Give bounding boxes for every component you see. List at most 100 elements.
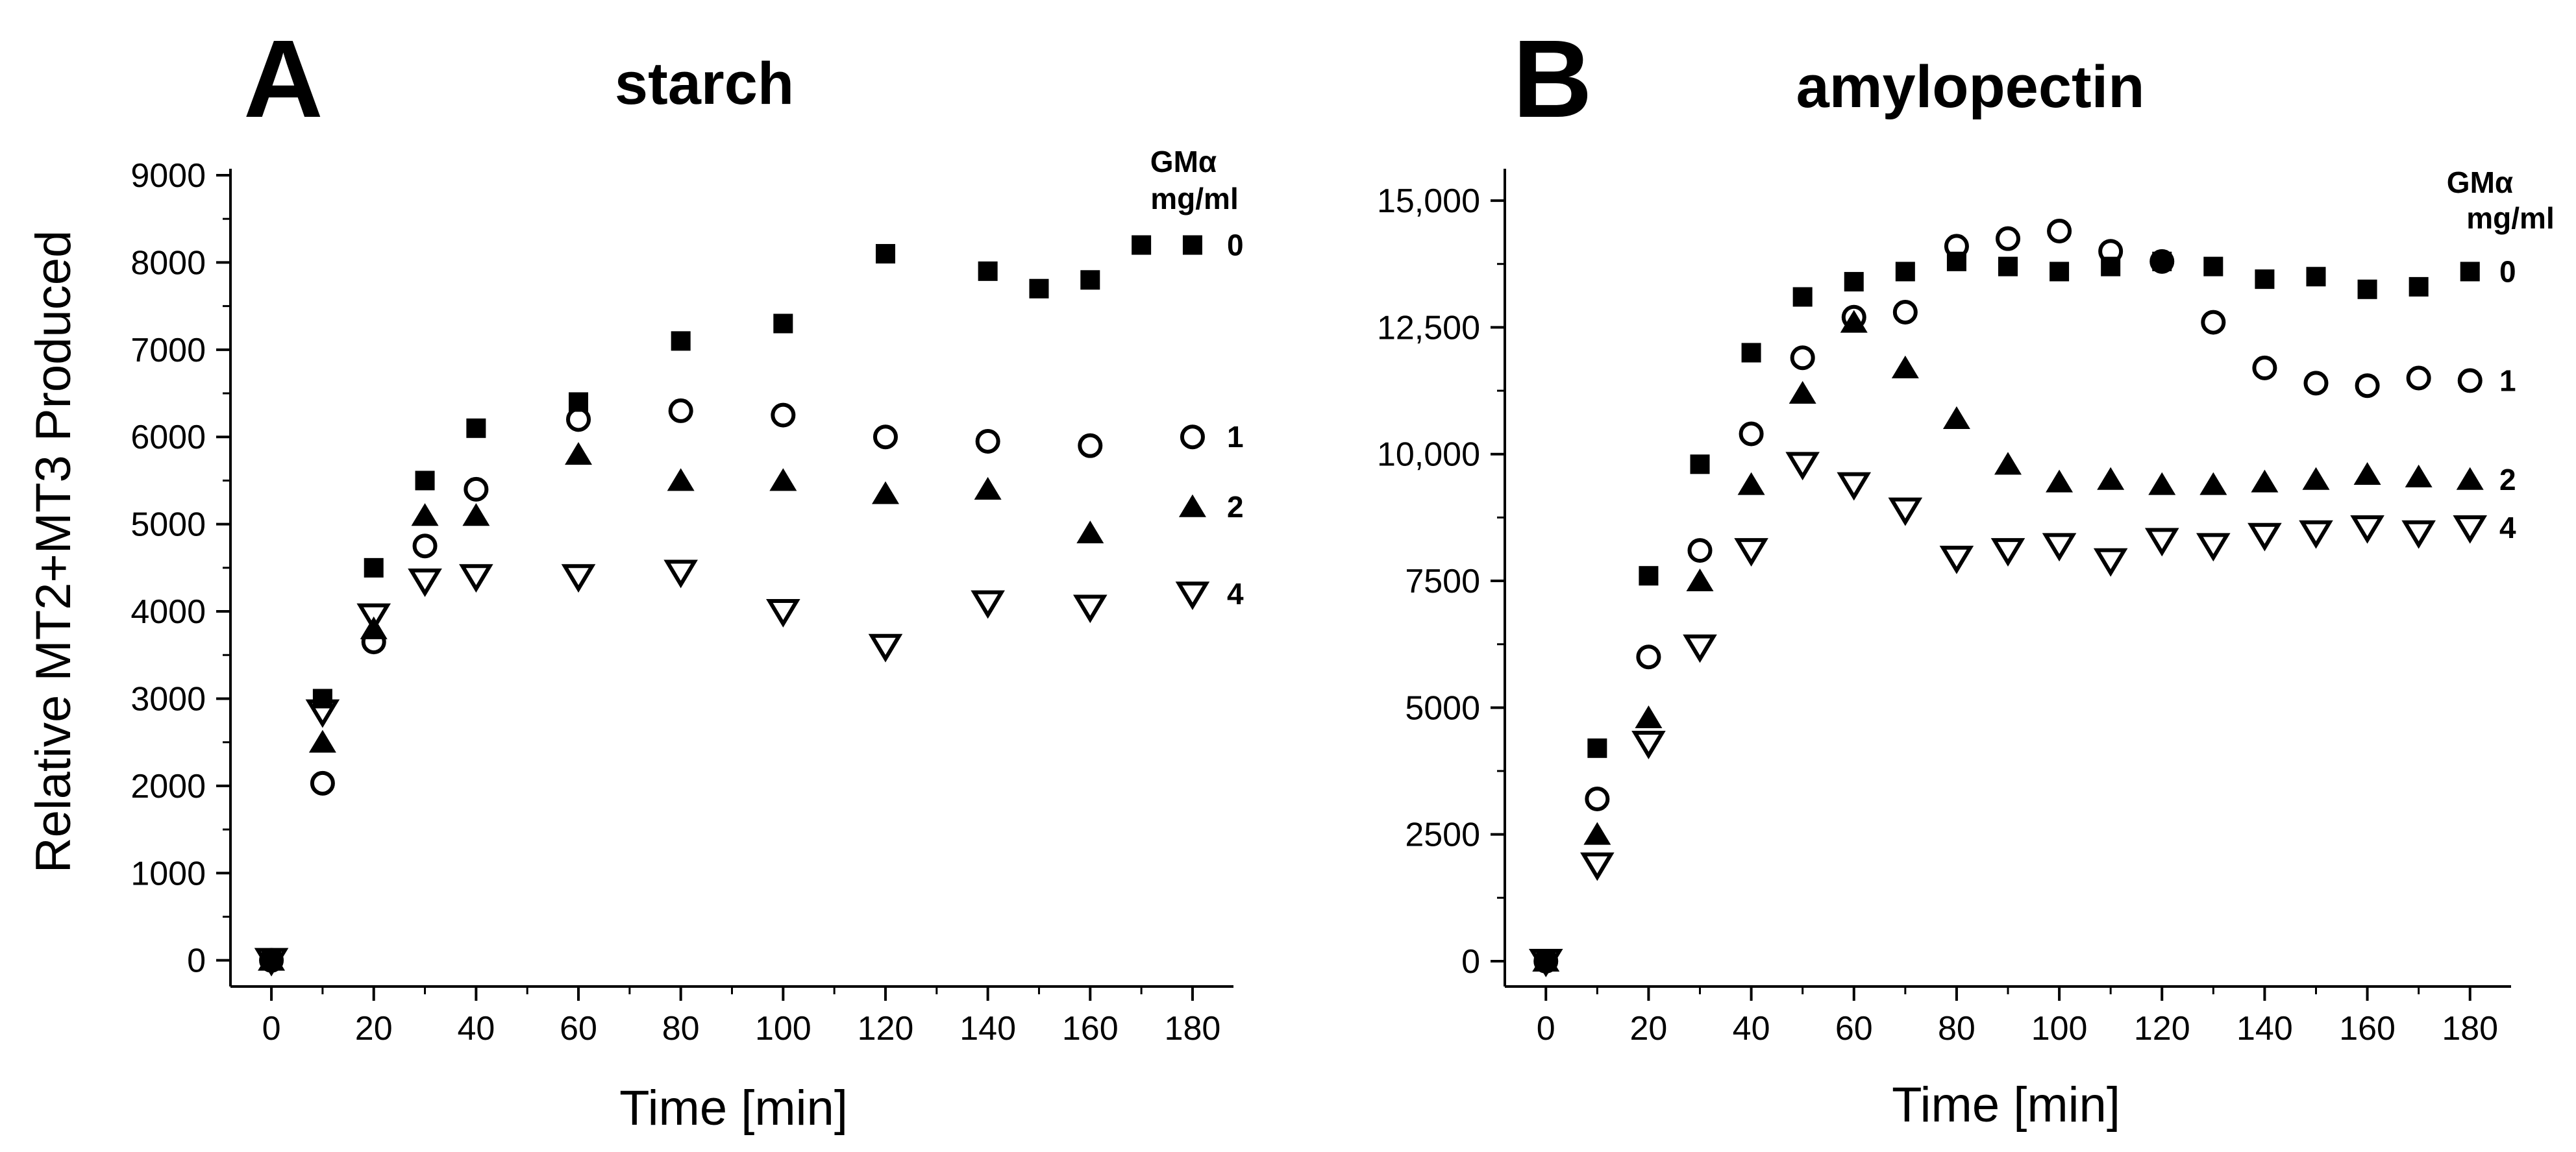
panel-b-x-tick-label: 160 [2339,1010,2396,1048]
data-point [2047,218,2072,243]
data-point [771,402,796,428]
panel-b-legend-title-line2: mg/ml [2466,201,2554,235]
panel-a-x-axis-label: Time [min] [619,1081,848,1136]
data-point [1587,738,1607,758]
panel-b-axes: 0 20 40 60 80 100 120 140 160 180 0 2500 5000 7500 10,… [1377,169,2511,1048]
data-point [1528,948,1563,977]
data-point [462,503,490,526]
data-point [2409,276,2429,297]
panel-a-x-tick-label: 40 [457,1010,495,1048]
panel-b-y-tick-label: 0 [1461,943,1480,981]
data-point [2405,464,2433,487]
panel-b-plot: 0 20 40 60 80 100 120 140 160 180025005000750010,… [1377,169,2516,1048]
panel-a-x-tick-label: 120 [858,1010,914,1048]
data-point [2306,267,2326,287]
data-point [2255,269,2275,289]
panel-a-legend-title-line2: mg/ml [1150,182,1238,215]
data-point [2355,373,2380,398]
data-point [1944,234,1969,259]
data-point [308,729,336,753]
data-point [668,398,693,423]
data-point [411,503,439,526]
data-point [1076,521,1104,544]
data-point [766,599,800,628]
data-point [2201,310,2226,335]
data-point [2302,467,2330,490]
data-point [2046,469,2074,493]
data-point [2093,548,2128,577]
data-point [1737,472,1765,495]
data-point [1078,433,1103,458]
panel-a-x-tick-label: 180 [1165,1010,1221,1048]
data-point [1891,355,1919,378]
data-point [773,313,793,334]
data-point [975,428,1000,454]
panel-a-x-tick-label: 60 [560,1010,597,1048]
data-point [1789,380,1816,404]
panel-a-legend-entry-1: 1 [1227,420,1244,454]
data-point [1792,287,1813,307]
panel-a-y-tick-label: 3000 [130,680,206,718]
panel-b-series-4: 4 [1528,452,2516,977]
data-point [871,481,899,504]
panel-b-x-tick-label: 0 [1537,1010,1555,1048]
data-point [2248,522,2282,552]
data-point [1840,310,1868,333]
data-point [1182,235,1202,255]
data-point [1029,278,1049,299]
data-point [2097,467,2125,490]
data-point [868,633,903,663]
data-point [561,564,596,593]
panel-b: B amylopectin Time [min] 0 20 40 60 80 100 120… [1377,18,2555,1133]
panel-b-legend-entry-4: 4 [2499,511,2516,545]
panel-b-y-tick-label: 10,000 [1377,436,1480,474]
data-point [671,331,691,351]
data-point [1785,452,1820,481]
panel-b-x-tick-label: 40 [1733,1010,1770,1048]
panel-b-x-tick-label: 140 [2236,1010,2293,1048]
panel-a-letter: A [243,18,323,141]
data-point [2050,262,2070,282]
panel-b-title: amylopectin [1796,54,2145,120]
data-point [1636,644,1661,670]
data-point [464,476,489,502]
data-point [1583,822,1611,845]
panel-b-legend-title-line1: GMα [2447,165,2513,199]
panel-b-legend-entry-2: 2 [2499,463,2516,496]
panel-b-y-tick-label: 15,000 [1377,182,1480,220]
data-point [2357,279,2377,299]
data-point [364,558,384,578]
panel-a-legend-entry-2: 2 [1227,490,1244,524]
data-point [1639,566,1659,586]
data-point [1690,454,1710,474]
data-point [1631,731,1666,759]
data-point [1132,235,1152,255]
panel-a-y-tick-label: 1000 [130,855,206,892]
panel-b-x-tick-label: 120 [2134,1010,2190,1048]
data-point [415,471,435,491]
panel-a-series-2: 2 [258,442,1244,971]
data-point [2199,472,2227,495]
data-point [2457,368,2483,393]
panel-a-y-axis-label: Relative MT2+MT3 Produced [26,230,81,874]
data-point [2196,533,2231,562]
data-point [305,699,340,728]
data-point [2350,515,2384,544]
data-point [1942,406,1970,429]
data-point [974,476,1002,500]
data-point [408,569,442,597]
panel-a-y-tick-label: 9000 [130,157,206,195]
data-point [873,424,898,450]
data-point [459,564,493,593]
data-point [769,468,797,491]
data-point [1635,705,1663,728]
data-point [1180,424,1205,450]
panel-b-legend-entry-1: 1 [2499,363,2516,397]
data-point [1580,852,1615,881]
panel-a-x-tick-label: 20 [355,1010,393,1048]
data-point [1072,594,1108,624]
data-point [312,689,332,709]
data-point [1686,569,1714,591]
panel-b-y-tick-label: 5000 [1405,689,1480,727]
data-point [1844,272,1864,292]
